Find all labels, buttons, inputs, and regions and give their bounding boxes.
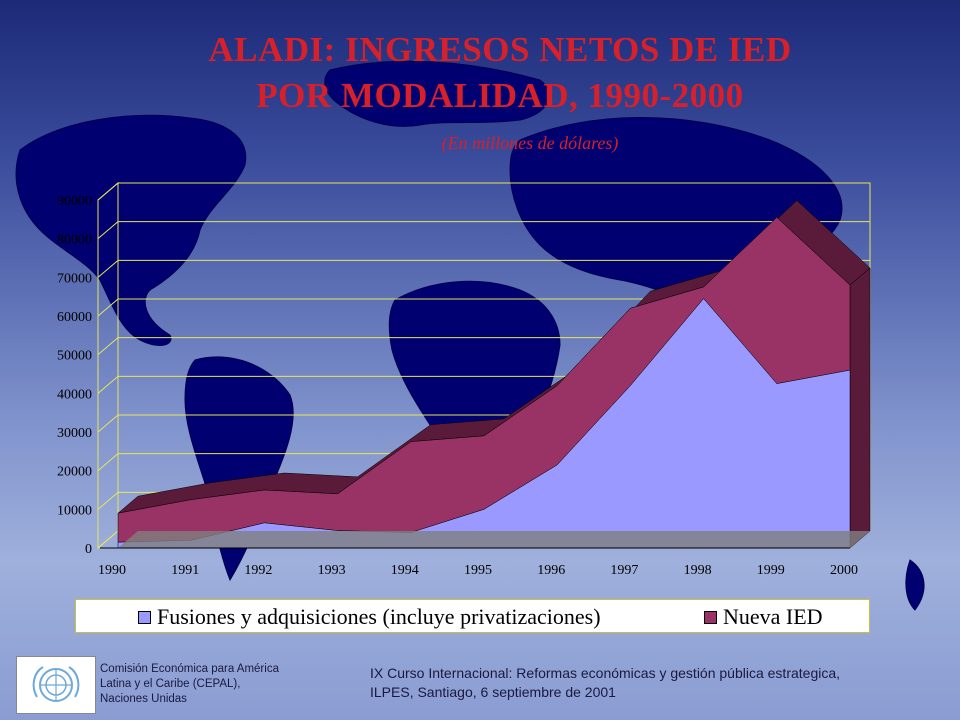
- y-tick-label: 60000: [57, 310, 92, 325]
- gridline-depth: [97, 375, 119, 394]
- x-tick-label: 1992: [244, 563, 272, 578]
- gridline-depth: [97, 182, 119, 201]
- y-tick-label: 50000: [57, 349, 92, 364]
- chart-legend: Fusiones y adquisiciones (incluye privat…: [75, 599, 870, 633]
- legend-swatch-nueva-ied: [704, 610, 717, 624]
- un-emblem-logo: [16, 656, 96, 714]
- x-tick-label: 1990: [98, 563, 126, 578]
- y-tick-label: 0: [85, 542, 92, 557]
- chart-title-line1: ALADI: INGRESOS NETOS DE IED: [208, 30, 792, 69]
- gridline-depth: [97, 414, 119, 433]
- y-tick-label: 30000: [57, 426, 92, 441]
- y-tick-label: 70000: [57, 271, 92, 286]
- area-side-face: [849, 267, 871, 549]
- plot-floor: [118, 531, 870, 548]
- x-tick-label: 1995: [464, 563, 492, 578]
- x-tick-label: 2000: [830, 563, 858, 578]
- gridline-depth: [97, 221, 119, 240]
- y-tick-label: 40000: [57, 387, 92, 402]
- x-tick-label: 1996: [537, 563, 565, 578]
- course-credit: IX Curso Internacional: Reformas económi…: [370, 664, 950, 702]
- org-line-3: Naciones Unidas: [100, 693, 187, 705]
- x-tick-label: 1998: [684, 563, 712, 578]
- legend-item-nueva-ied: Nueva IED: [704, 604, 823, 630]
- gridline-depth: [97, 259, 119, 278]
- y-tick-label: 10000: [57, 503, 92, 518]
- y-tick-label: 20000: [57, 465, 92, 480]
- legend-swatch-fusiones: [138, 610, 151, 624]
- course-line-2: ILPES, Santiago, 6 septiembre de 2001: [370, 684, 616, 700]
- x-tick-label: 1991: [171, 563, 199, 578]
- org-line-2: Latina y el Caribe (CEPAL),: [100, 678, 241, 690]
- gridline-depth: [97, 530, 119, 549]
- x-tick-label: 1993: [318, 563, 346, 578]
- course-line-1: IX Curso Internacional: Reformas económi…: [370, 665, 841, 681]
- organization-credit: Comisión Económica para América Latina y…: [100, 662, 330, 707]
- legend-label-fusiones: Fusiones y adquisiciones (incluye privat…: [157, 604, 601, 629]
- gridline-depth: [97, 491, 119, 510]
- x-tick-label: 1997: [610, 563, 638, 578]
- legend-item-fusiones: Fusiones y adquisiciones (incluye privat…: [138, 604, 601, 630]
- x-tick-label: 1999: [757, 563, 785, 578]
- y-tick-label: 80000: [57, 233, 92, 248]
- gridline-depth: [97, 453, 119, 472]
- gridline-depth: [97, 337, 119, 356]
- chart-subtitle: (En millones de dólares): [441, 133, 619, 153]
- x-tick-label: 1994: [391, 563, 419, 578]
- un-emblem-icon: [32, 666, 80, 702]
- org-line-1: Comisión Económica para América: [100, 663, 279, 675]
- chart-title-line2: POR MODALIDAD, 1990-2000: [256, 76, 744, 115]
- gridline-depth: [97, 298, 119, 317]
- legend-label-nueva-ied: Nueva IED: [723, 604, 823, 629]
- y-tick-label: 90000: [57, 194, 92, 209]
